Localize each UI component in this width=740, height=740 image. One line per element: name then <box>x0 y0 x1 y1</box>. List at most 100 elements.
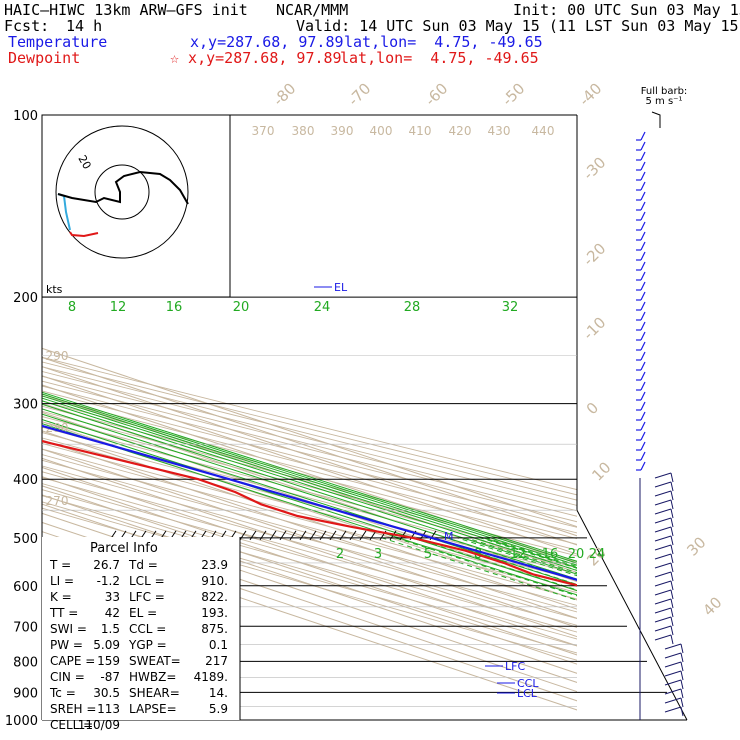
isotherm-line <box>42 411 577 592</box>
mixing-ratio-line <box>42 403 577 575</box>
wind-barb-shaft <box>654 607 672 614</box>
isotherm-line <box>42 466 577 647</box>
parcel-value: 1.5 <box>101 622 120 636</box>
hatch-mark <box>249 530 257 541</box>
wind-barb-flag <box>640 231 646 241</box>
parcel-label: PW = <box>50 638 83 652</box>
theta-label: 390 <box>331 124 354 138</box>
wind-barb-flag <box>670 598 674 609</box>
wind-barb-flag <box>640 271 646 281</box>
hatch-mark <box>259 530 267 541</box>
mixing-ratio-label: 8 <box>68 300 76 315</box>
pressure-tick-900: 900 <box>13 686 38 701</box>
isotherm-label: -80 <box>269 79 299 109</box>
theta-label: 430 <box>488 124 511 138</box>
pressure-tick-100: 100 <box>13 109 38 124</box>
wind-barb-flag <box>640 171 646 181</box>
parcel-value: 113 <box>97 702 120 716</box>
parcel-label: TT = <box>49 606 78 620</box>
isotherm-label: -10 <box>579 313 609 343</box>
isotherm-line <box>42 457 577 638</box>
parcel-value: 23.9 <box>201 558 228 572</box>
wind-barb-flag <box>670 499 674 510</box>
mixing-ratio-label: 24 <box>589 547 606 562</box>
parcel-label: CELL = <box>50 718 93 732</box>
pressure-tick-1000: 1000 <box>5 714 38 729</box>
wind-barb-flag <box>640 281 646 291</box>
wind-barb-flag <box>680 661 684 672</box>
wind-barb-flag <box>680 643 684 654</box>
wind-barb-flag <box>640 401 646 411</box>
parcel-value: 30.5 <box>93 686 120 700</box>
mixing-ratio-label: 16 <box>166 300 183 315</box>
hodograph-black-trace <box>57 170 189 205</box>
theta-label: 420 <box>449 124 472 138</box>
wind-barb-flag <box>670 526 674 537</box>
hodograph-units: kts <box>46 283 63 296</box>
parcel-label: CIN = <box>50 670 85 684</box>
mixing-ratio-line <box>42 408 577 580</box>
parcel-label: SWI = <box>50 622 87 636</box>
wind-barb-shaft <box>654 517 672 524</box>
mixing-ratio-label: 5 <box>424 547 432 562</box>
wind-barb-shaft <box>654 553 672 560</box>
mixing-ratio-line <box>42 395 577 566</box>
parcel-panel-bg <box>42 537 240 720</box>
isotherm-line <box>42 494 577 674</box>
parcel-label: LAPSE= <box>129 702 177 716</box>
wind-barb-flag <box>640 301 646 311</box>
isotherm-line <box>42 476 577 656</box>
wind-barb-flag <box>640 351 646 361</box>
wind-barb-flag <box>670 535 674 546</box>
hatch-mark <box>369 530 377 541</box>
parcel-value: 26.7 <box>93 558 120 572</box>
dry-adiabat-line <box>42 356 577 491</box>
parcel-value: 5.09 <box>93 638 120 652</box>
isotherm-label: -60 <box>421 79 451 109</box>
parcel-label: Td = <box>128 558 158 572</box>
hodograph-ring-label: 20 <box>75 153 93 172</box>
parcel-label: SREH = <box>50 702 96 716</box>
wind-barb-flag <box>640 341 646 351</box>
moist-adiabat-line <box>430 537 577 585</box>
dry-adiabat-line <box>42 465 577 613</box>
mixing-ratio-label: 12 <box>510 547 527 562</box>
mixing-ratio-label: 24 <box>314 300 331 315</box>
wind-barb-flag <box>680 697 684 708</box>
wind-barb-shaft <box>654 598 672 605</box>
dry-adiabat-line <box>42 459 577 606</box>
mixing-ratio-label: 20 <box>568 547 585 562</box>
wind-barb-flag <box>640 441 646 451</box>
wind-barb-flag <box>670 481 674 492</box>
pressure-tick-800: 800 <box>13 655 38 670</box>
wind-barb-flag <box>670 580 674 591</box>
wind-barbs: Full barb:5 m s⁻¹ <box>636 86 687 720</box>
valid-time: Valid: 14 UTC Sun 03 May 15 (11 LST Sun … <box>296 17 740 35</box>
mixing-ratio-label: 2 <box>336 547 344 562</box>
wind-barb-flag <box>640 451 646 461</box>
hatch-mark <box>349 530 357 541</box>
wind-barb-flag <box>670 472 674 483</box>
wind-barb-flag <box>640 381 646 391</box>
parcel-value: 0.1 <box>209 638 228 652</box>
wind-barb-flag <box>640 131 646 141</box>
wind-barb-flag <box>640 181 646 191</box>
parcel-value: 14. <box>209 686 228 700</box>
dewpoint-profile <box>42 439 577 587</box>
hodograph-red-trace <box>69 231 99 238</box>
lfc-marker-label: LFC <box>505 660 525 673</box>
wind-barb-flag <box>640 331 646 341</box>
wind-barb-flag <box>640 151 646 161</box>
isotherm-line <box>42 384 577 564</box>
hodograph: 20 kts <box>41 114 231 298</box>
wind-barb-flag <box>640 241 646 251</box>
pressure-tick-300: 300 <box>13 398 38 413</box>
dry-adiabat-line <box>42 501 577 654</box>
melt-marker-label: M <box>444 530 454 543</box>
mixing-ratio-line <box>42 391 577 562</box>
wind-barb-flag <box>670 553 674 564</box>
wind-barb-shaft <box>654 580 672 587</box>
parcel-value: 822. <box>201 590 228 604</box>
isotherm-label: -20 <box>579 239 609 269</box>
wind-barb-shaft <box>664 697 682 704</box>
